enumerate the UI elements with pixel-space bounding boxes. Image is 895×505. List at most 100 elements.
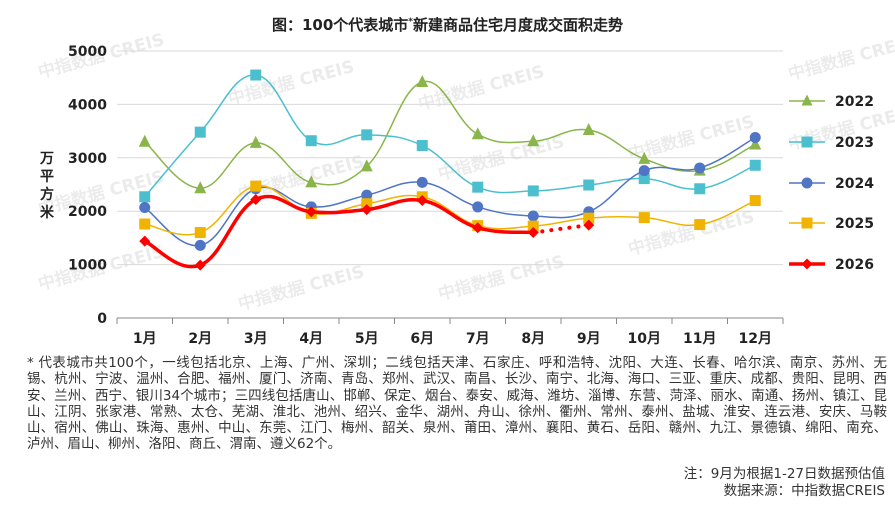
data-point — [139, 218, 151, 230]
data-point — [472, 201, 484, 213]
y-tick-label: 5000 — [68, 44, 107, 60]
chart-axes: 0 1000 2000 3000 4000 5000 1月 2月 3月 4月 5月 6月 7月 8月 9月 1… — [68, 44, 784, 347]
estimate-line — [531, 223, 591, 235]
data-point — [801, 258, 813, 270]
data-point — [801, 217, 813, 229]
data-point — [249, 135, 262, 148]
data-point — [361, 129, 373, 141]
data-point — [694, 183, 706, 195]
data-point — [583, 179, 595, 191]
data-point — [801, 136, 813, 148]
watermark: 中指数据 CREIS — [226, 56, 357, 110]
data-point — [194, 227, 206, 239]
x-tick-label: 10月 — [628, 331, 661, 347]
watermark: 中指数据 CREIS — [786, 31, 895, 85]
chart-grid — [117, 50, 783, 266]
data-point — [527, 134, 540, 147]
data-point — [749, 159, 761, 171]
data-point — [305, 175, 318, 188]
x-tick-label: 5月 — [355, 331, 379, 347]
estimate-note: 注：9月为根据1-27日数据预估值 — [683, 466, 885, 482]
data-point — [250, 180, 262, 192]
legend-item: 2022 — [789, 94, 874, 110]
y-tick-label: 3000 — [68, 151, 107, 167]
series-2022 — [138, 74, 762, 194]
y-axis-label-char: 平 — [40, 169, 54, 185]
series-2023 — [139, 69, 761, 203]
data-point — [361, 189, 373, 201]
data-point — [749, 137, 762, 150]
legend-item: 2025 — [789, 216, 874, 232]
data-point — [472, 181, 484, 193]
y-axis-label-char: 方 — [40, 187, 54, 203]
data-point — [583, 212, 595, 224]
chart-series — [138, 69, 762, 271]
x-tick-label: 1月 — [133, 331, 157, 347]
data-source: 数据来源：中指数据CREIS — [723, 483, 885, 499]
legend-label: 2026 — [835, 257, 874, 273]
data-point — [638, 212, 650, 224]
x-tick-label: 8月 — [521, 331, 545, 347]
data-point — [527, 220, 539, 232]
watermark: 中指数据 CREIS — [436, 251, 567, 305]
data-point — [416, 176, 428, 188]
data-point — [527, 210, 539, 222]
data-point — [139, 201, 151, 213]
data-point — [194, 126, 206, 138]
x-tick-label: 4月 — [299, 331, 323, 347]
data-point — [139, 235, 151, 247]
y-tick-label: 0 — [97, 311, 107, 327]
data-point — [416, 74, 429, 87]
legend-label: 2022 — [835, 94, 874, 110]
legend-label: 2024 — [835, 176, 874, 192]
data-point — [194, 181, 207, 194]
data-point — [801, 177, 813, 189]
chart-legend: 2022 2023 2024 2025 2026 — [789, 94, 874, 273]
y-tick-label: 2000 — [68, 204, 107, 220]
y-axis-label-char: 万 — [40, 151, 54, 167]
y-axis-label: 万平方米 — [40, 150, 56, 222]
data-point — [361, 204, 373, 216]
data-point — [582, 123, 595, 136]
x-tick-label: 7月 — [466, 331, 490, 347]
data-point — [305, 206, 317, 218]
data-point — [638, 173, 650, 185]
data-point — [583, 219, 595, 231]
data-point — [360, 159, 373, 172]
data-point — [749, 132, 761, 144]
data-point — [194, 259, 206, 271]
data-point — [361, 198, 373, 210]
data-point — [801, 94, 813, 106]
x-tick-label: 2月 — [188, 331, 212, 347]
data-point — [305, 135, 317, 147]
chart-title: 图：100个代表城市*新建商品住宅月度成交面积走势 — [271, 16, 624, 34]
legend-item: 2023 — [789, 135, 874, 151]
legend-label: 2023 — [835, 135, 874, 151]
y-tick-label: 1000 — [68, 258, 107, 274]
data-point — [749, 195, 761, 207]
x-tick-label: 3月 — [244, 331, 268, 347]
data-point — [638, 165, 650, 177]
legend-label: 2025 — [835, 216, 874, 232]
data-point — [416, 140, 428, 152]
x-tick-label: 11月 — [683, 331, 716, 347]
data-point — [250, 69, 262, 81]
data-point — [694, 162, 706, 174]
watermark: 中指数据 CREIS — [416, 61, 547, 115]
data-point — [139, 191, 151, 203]
watermark: 中指数据 CREIS — [236, 261, 367, 315]
data-point — [527, 227, 539, 239]
data-point — [638, 151, 651, 164]
data-point — [416, 195, 428, 207]
x-tick-label: 9月 — [577, 331, 601, 347]
data-point — [194, 239, 206, 251]
x-tick-label: 6月 — [410, 331, 434, 347]
legend-item: 2024 — [789, 176, 874, 192]
data-point — [138, 134, 151, 147]
source-note: 注：9月为根据1-27日数据预估值 数据来源：中指数据CREIS — [684, 466, 885, 500]
data-point — [527, 185, 539, 197]
data-point — [471, 127, 484, 140]
x-tick-label: 12月 — [739, 331, 772, 347]
data-point — [250, 193, 262, 205]
